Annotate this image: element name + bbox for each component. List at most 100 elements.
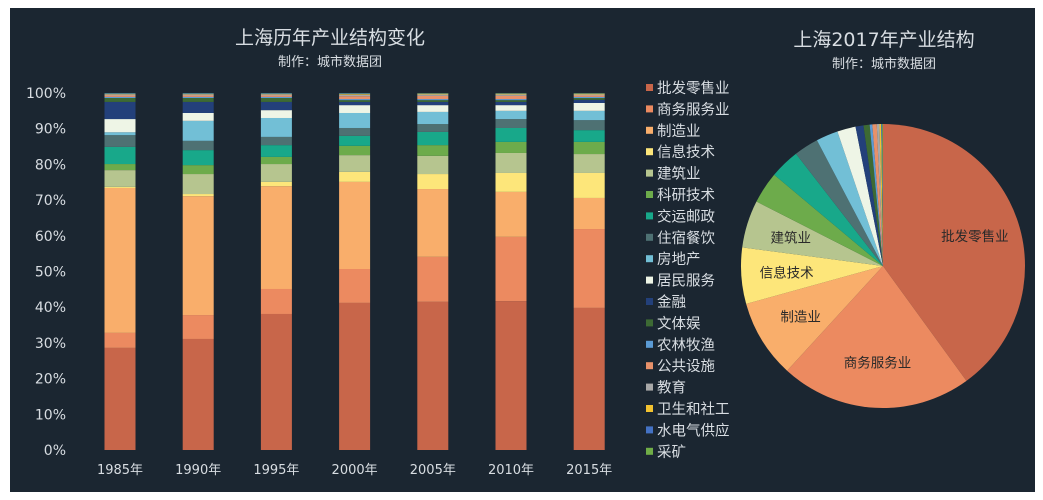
pie-slice: [881, 124, 883, 266]
legend-label: 卫生和社工: [657, 401, 730, 418]
bar-segment: [573, 229, 605, 308]
x-tick-label: 2010年: [488, 463, 534, 478]
bar-segment: [104, 186, 136, 188]
bar-segment: [182, 140, 214, 151]
bar-chart-title: 上海历年产业结构变化: [235, 27, 425, 49]
bar-segment: [339, 112, 371, 128]
bar-segment: [182, 101, 214, 113]
bar-segment: [104, 164, 136, 171]
pie-chart-subtitle: 制作：城市数据团: [832, 56, 936, 72]
legend-item: 水电气供应: [646, 421, 730, 439]
bar-segment: [495, 141, 527, 153]
legend-label: 文体娱: [657, 315, 701, 332]
bar-segment: [417, 124, 449, 132]
bar-segment: [339, 171, 371, 182]
legend-item: 制造业: [646, 123, 701, 140]
bar-segment: [182, 94, 214, 96]
bar-segment: [495, 236, 527, 302]
bar-segment: [260, 288, 292, 314]
bar-segment: [417, 94, 449, 96]
legend-item: 科研技术: [646, 187, 715, 204]
legend-label: 科研技术: [657, 187, 715, 204]
x-tick-label: 2005年: [410, 463, 456, 478]
pie-slice: [882, 124, 883, 266]
legend-item: 房地产: [646, 251, 701, 268]
legend-label: 金融: [657, 294, 686, 311]
bar-segment: [104, 135, 136, 147]
bar-segment: [339, 96, 371, 100]
bar-segment: [339, 135, 371, 146]
bar-segment: [573, 307, 605, 450]
pie-slice: [756, 174, 883, 266]
legend-swatch: [646, 426, 653, 434]
bar-segment: [260, 156, 292, 165]
bar-segment: [417, 189, 449, 257]
legend-swatch: [646, 126, 653, 134]
legend-swatch: [646, 405, 653, 412]
legend-swatch: [646, 383, 653, 391]
y-tick-label: 40%: [35, 300, 66, 316]
legend-label: 农林牧渔: [657, 337, 715, 354]
bar-segment: [260, 93, 292, 95]
legend-swatch: [646, 105, 653, 113]
bar-segment: [417, 174, 449, 190]
bar-segment: [182, 97, 214, 102]
bar-segment: [417, 99, 449, 101]
bar-segment: [495, 101, 527, 106]
pie-slice-label: 商务服务业: [844, 355, 912, 371]
bar-segment: [495, 172, 527, 192]
bar-segment: [104, 101, 136, 120]
legend-label: 公共设施: [657, 358, 715, 375]
bar-segment: [182, 112, 214, 121]
pie-slice: [746, 266, 883, 371]
bar-segment: [339, 99, 371, 101]
bar-segment: [339, 93, 371, 95]
y-tick-label: 80%: [35, 157, 66, 173]
bar-segment: [182, 150, 214, 166]
pie-slice-label: 信息技术: [760, 265, 814, 282]
legend-item: 商务服务业: [646, 101, 730, 118]
bar-segment: [182, 120, 214, 141]
bar-segment: [495, 301, 527, 450]
bar-segment: [495, 191, 527, 237]
bar-segment: [417, 105, 449, 112]
bar-segment: [339, 181, 371, 270]
bar-segment: [573, 99, 605, 103]
legend-label: 制造业: [657, 123, 701, 140]
legend-label: 批发零售业: [657, 80, 730, 97]
pie-slice-label: 建筑业: [771, 230, 812, 246]
bar-segment: [182, 315, 214, 339]
bar-segment: [573, 94, 605, 96]
legend-item: 建筑业: [646, 166, 701, 183]
bar-chart-subtitle: 制作：城市数据团: [278, 54, 382, 70]
bar-segment: [573, 93, 605, 95]
bar-segment: [260, 96, 292, 98]
bar-segment: [339, 127, 371, 136]
legend-item: 金融: [646, 294, 686, 311]
bar-segment: [104, 170, 136, 187]
bar-segment: [417, 101, 449, 106]
pie-slice: [837, 126, 883, 266]
bar-segment: [417, 301, 449, 450]
bar-segment: [182, 194, 214, 197]
legend-swatch: [646, 169, 653, 177]
y-tick-label: 100%: [26, 86, 66, 102]
bar-segment: [417, 111, 449, 125]
y-tick-label: 0%: [44, 443, 66, 459]
bar-segment: [260, 181, 292, 187]
bar-segment: [104, 187, 136, 333]
legend-label: 交运邮政: [657, 207, 715, 225]
bar-segment: [417, 131, 449, 146]
bar-segment: [104, 146, 136, 165]
bar-segment: [182, 338, 214, 450]
bar-segment: [104, 93, 136, 95]
legend-item: 信息技术: [646, 144, 715, 161]
legend-item: 文体娱: [646, 315, 701, 332]
bar-segment: [260, 94, 292, 96]
legend-label: 商务服务业: [657, 101, 730, 118]
legend-item: 批发零售业: [646, 80, 730, 97]
bar-segment: [260, 145, 292, 157]
pie-slice: [876, 124, 883, 266]
x-tick-label: 2015年: [566, 463, 612, 478]
